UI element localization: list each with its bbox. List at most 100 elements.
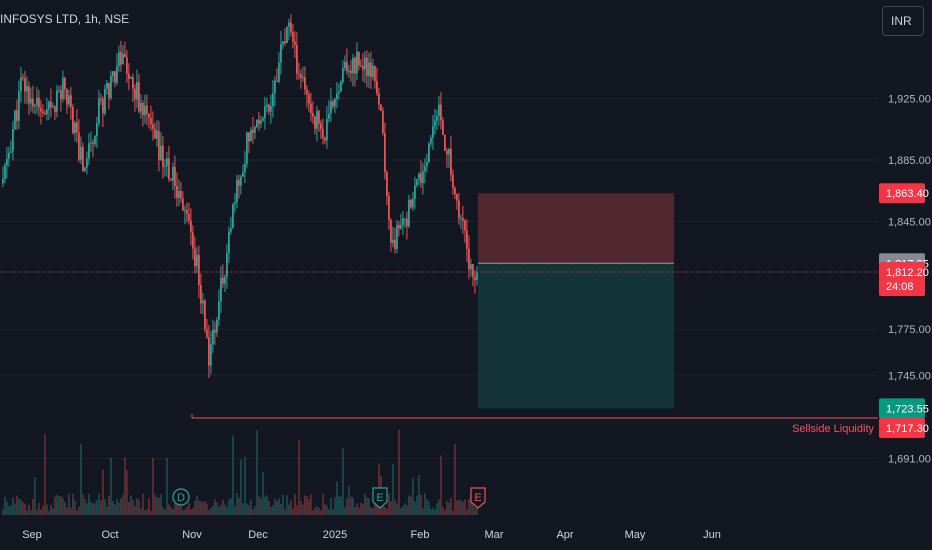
candle-body [76,122,78,133]
candle-body [334,98,336,107]
candle-body [250,129,252,142]
volume-bar [282,494,284,515]
currency-button[interactable]: INR [882,6,924,36]
candle-body [412,198,414,208]
volume-bar [20,499,22,515]
volume-bar [344,507,346,515]
candle-body [332,101,334,107]
candle-body [114,71,116,83]
volume-bar [34,477,36,515]
volume-bar [82,494,84,515]
price-tag-value: 1,863.40 [886,188,929,200]
candle-body [116,66,118,83]
volume-bar [460,500,462,515]
candle-body [476,271,478,280]
candle-body [256,119,258,128]
event-marker-earnings[interactable]: E [372,487,388,509]
candle-body [36,97,38,106]
volume-bar [386,508,388,515]
volume-bar [96,500,98,515]
candle-body [122,53,124,65]
volume-bar [252,509,254,515]
candle-body [444,134,446,151]
volume-bar [36,509,38,515]
y-tick-label: 1,925.00 [888,94,931,106]
volume-bar [154,494,156,515]
volume-bar [212,505,214,515]
volume-bar [446,501,448,515]
candle-body [10,151,12,153]
volume-bar [202,502,204,515]
candle-body [234,202,236,205]
candle-body [434,120,436,127]
candle-body [300,74,302,79]
volume-bar [412,478,414,515]
event-marker-upcoming-earnings[interactable]: E [470,487,486,509]
volume-bar [434,509,436,515]
volume-bar [88,494,90,515]
candle-body [78,132,80,160]
volume-bar [116,499,118,515]
volume-bar [12,497,14,515]
volume-bar [408,495,410,515]
candle-body [100,98,102,100]
volume-bar [46,504,48,515]
candle-body [136,82,138,100]
volume-bar [60,496,62,515]
candle-body [472,264,474,277]
candle-body [92,142,94,144]
candle-body [50,101,52,108]
volume-bar [284,509,286,515]
candle-body [278,62,280,82]
candle-body [408,200,410,227]
volume-bar [368,498,370,515]
volume-bar [248,505,250,515]
candle-body [8,152,10,159]
volume-bar [470,493,472,515]
candle-body [140,102,142,112]
sellside-liquidity-label: Sellside Liquidity [792,423,874,435]
candles [2,13,478,379]
candle-body [94,135,96,144]
volume-bar [358,507,360,515]
y-tick-label: 1,691.00 [888,453,931,465]
candle-body [2,178,4,184]
candle-body [266,104,268,107]
volume-bar [76,510,78,515]
volume-bar [238,497,240,515]
candle-body [162,145,164,167]
volume-bar [474,507,476,515]
candle-body [152,124,154,129]
candle-body [70,95,72,108]
candle-body [182,198,184,211]
candle-body [456,194,458,201]
event-marker-dividend[interactable]: D [172,488,190,506]
candle-body [102,99,104,114]
candle-body [130,77,132,79]
candle-body [42,111,44,114]
candle-body [214,329,216,333]
candle-body [218,301,220,320]
candle-body [354,58,356,74]
volume-bar [18,498,20,515]
price-tag-background [879,398,925,419]
y-tick-label: 1,745.00 [888,370,931,382]
volume-bar [184,509,186,515]
candle-body [166,158,168,167]
candle-body [384,133,386,172]
volume-bar [192,507,194,515]
volume-bar [174,503,176,515]
candle-body [252,129,254,133]
candle-body [220,277,222,302]
volume-bar [40,509,42,515]
volume-bar [58,495,60,515]
volume-bar [464,499,466,515]
candle-body [290,22,292,33]
volume-bar [162,507,164,515]
volume-bar [176,504,178,515]
volume-bar [286,495,288,515]
volume-bar [134,505,136,515]
candle-body [442,120,444,135]
candle-body [56,90,58,112]
